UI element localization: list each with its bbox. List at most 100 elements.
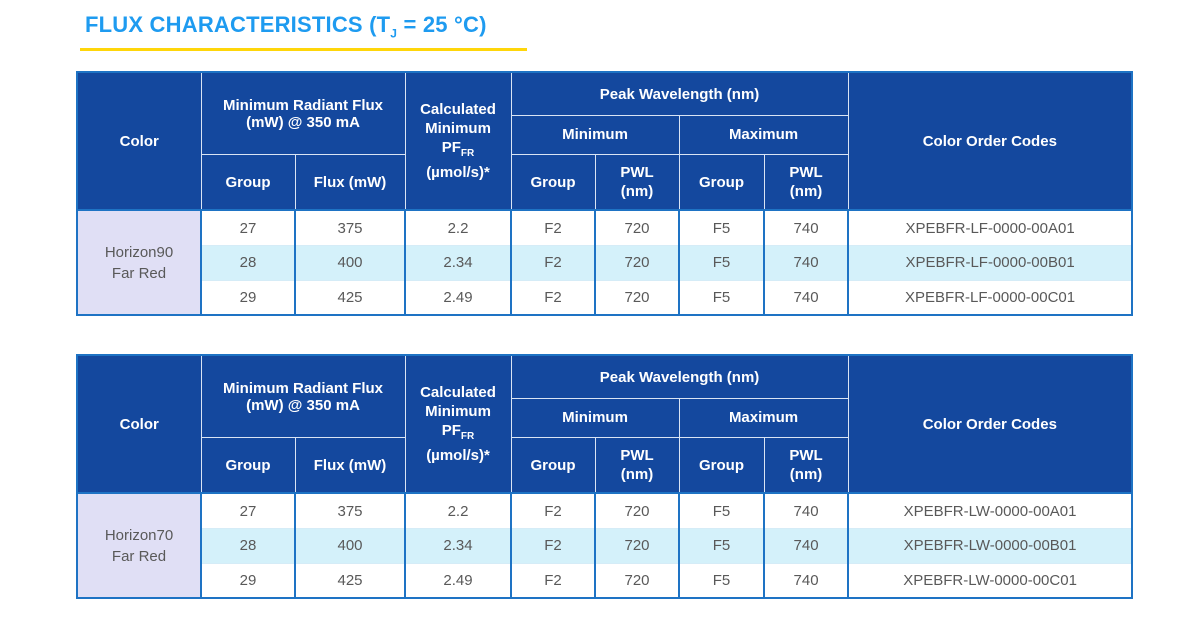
table-body: Horizon70 Far Red 27 375 2.2 F2 720 F5 7… (76, 492, 1134, 599)
calculated-pf-line3: PFFR (441, 139, 475, 160)
pwl-maximum-header: Maximum (678, 114, 849, 155)
pf-cell: 2.2 (404, 209, 513, 246)
flux-cell: 375 (293, 492, 407, 529)
pwl-min-group-cell: F2 (510, 209, 597, 246)
pf-subscript: FR (460, 148, 475, 160)
flux-cell: 400 (293, 244, 407, 281)
pwl-min-group-cell: F2 (510, 244, 597, 281)
pwl-minimum-header: Minimum (510, 397, 680, 438)
pwl-min-group-cell: F2 (510, 562, 597, 599)
order-code-cell: XPEBFR-LW-0000-00A01 (847, 492, 1134, 529)
color-column-header: Color (76, 354, 202, 494)
pwl-min-group-header: Group (510, 153, 596, 211)
order-code-cell: XPEBFR-LF-0000-00B01 (847, 244, 1134, 281)
group-header: Group (200, 436, 296, 494)
calculated-pf-line1: Calculated (420, 101, 496, 119)
page-title-text-end: = 25 °C) (397, 12, 487, 37)
flux-mw-header: Flux (mW) (294, 153, 406, 211)
order-code-cell: XPEBFR-LW-0000-00C01 (847, 562, 1134, 599)
pwl-max-cell: 740 (763, 527, 850, 564)
pwl-maximum-header: Maximum (678, 397, 849, 438)
group-cell: 27 (200, 492, 296, 529)
color-name-line2: Far Red (111, 547, 167, 565)
table-row: 28 400 2.34 F2 720 F5 740 XPEBFR-LW-0000… (77, 527, 1134, 564)
pwl-max-cell: 740 (763, 279, 850, 316)
table-row: 29 425 2.49 F2 720 F5 740 XPEBFR-LF-0000… (77, 279, 1134, 316)
order-code-cell: XPEBFR-LF-0000-00C01 (847, 279, 1134, 316)
pwl-max-group-cell: F5 (678, 527, 766, 564)
document-page: FLUX CHARACTERISTICS (TJ = 25 °C) Color … (76, 12, 1187, 600)
pwl-min-cell: 720 (594, 279, 681, 316)
table-row: 28 400 2.34 F2 720 F5 740 XPEBFR-LF-0000… (77, 244, 1134, 281)
pwl-min-group-cell: F2 (510, 492, 597, 529)
pf-subscript: FR (460, 431, 475, 443)
color-order-codes-header: Color Order Codes (847, 71, 1133, 211)
color-column-header: Color (76, 71, 202, 211)
order-code-cell: XPEBFR-LF-0000-00A01 (847, 209, 1134, 246)
group-header: Group (200, 153, 296, 211)
pf-cell: 2.49 (404, 279, 513, 316)
calculated-pf-units: (µmol/s)* (426, 164, 490, 182)
radiant-flux-header: Minimum Radiant Flux (mW) @ 350 mA (200, 71, 406, 155)
pwl-max-group-cell: F5 (678, 492, 766, 529)
flux-cell: 425 (293, 279, 407, 316)
pf-cell: 2.34 (404, 527, 513, 564)
pf-cell: 2.34 (404, 244, 513, 281)
order-code-cell: XPEBFR-LW-0000-00B01 (847, 527, 1134, 564)
calculated-pf-header: Calculated Minimum PFFR (µmol/s)* (404, 354, 512, 494)
pwl-min-cell: 720 (594, 244, 681, 281)
calculated-pf-line2: Minimum (425, 120, 491, 138)
group-cell: 28 (200, 527, 296, 564)
pwl-min-cell: 720 (594, 562, 681, 599)
pwl-max-cell: 740 (763, 562, 850, 599)
color-order-codes-header: Color Order Codes (847, 354, 1133, 494)
group-cell: 28 (200, 244, 296, 281)
group-cell: 29 (200, 279, 296, 316)
calculated-pf-line3: PFFR (441, 422, 475, 443)
group-cell: 27 (200, 209, 296, 246)
pwl-min-cell: 720 (594, 492, 681, 529)
pwl-max-cell: 740 (763, 209, 850, 246)
peak-wavelength-header: Peak Wavelength (nm) (510, 71, 849, 116)
calculated-pf-units: (µmol/s)* (426, 447, 490, 465)
page-title: FLUX CHARACTERISTICS (TJ = 25 °C) (85, 12, 1187, 40)
pwl-max-cell: 740 (763, 492, 850, 529)
pwl-max-group-header: Group (678, 153, 765, 211)
pwl-max-group-cell: F5 (678, 244, 766, 281)
color-name-cell: Horizon70 Far Red (76, 492, 202, 599)
calculated-pf-line2: Minimum (425, 403, 491, 421)
flux-mw-header: Flux (mW) (294, 436, 406, 494)
flux-cell: 400 (293, 527, 407, 564)
pwl-max-cell: 740 (763, 244, 850, 281)
pwl-min-group-cell: F2 (510, 279, 597, 316)
pwl-max-header: PWL (nm) (763, 153, 849, 211)
table-row: 29 425 2.49 F2 720 F5 740 XPEBFR-LW-0000… (77, 562, 1134, 599)
pwl-max-group-cell: F5 (678, 279, 766, 316)
pwl-max-header: PWL (nm) (763, 436, 849, 494)
title-underline (80, 48, 527, 52)
pwl-min-header: PWL (nm) (594, 436, 680, 494)
peak-wavelength-header: Peak Wavelength (nm) (510, 354, 849, 399)
pwl-min-cell: 720 (594, 209, 681, 246)
table-body: Horizon90 Far Red 27 375 2.2 F2 720 F5 7… (76, 209, 1134, 316)
pwl-max-group-header: Group (678, 436, 765, 494)
table-row: Horizon70 Far Red 27 375 2.2 F2 720 F5 7… (76, 492, 1134, 599)
table-header: Color Minimum Radiant Flux (mW) @ 350 mA… (76, 71, 1133, 211)
radiant-flux-header: Minimum Radiant Flux (mW) @ 350 mA (200, 354, 406, 438)
pwl-max-group-cell: F5 (678, 562, 766, 599)
pwl-minimum-header: Minimum (510, 114, 680, 155)
color-name-line2: Far Red (111, 264, 167, 282)
pwl-min-cell: 720 (594, 527, 681, 564)
calculated-pf-header: Calculated Minimum PFFR (µmol/s)* (404, 71, 512, 211)
calculated-pf-line1: Calculated (420, 384, 496, 402)
group-cell: 29 (200, 562, 296, 599)
table-row: Horizon90 Far Red 27 375 2.2 F2 720 F5 7… (76, 209, 1134, 316)
pwl-max-group-cell: F5 (678, 209, 766, 246)
pf-cell: 2.49 (404, 562, 513, 599)
pf-cell: 2.2 (404, 492, 513, 529)
page-title-text: FLUX CHARACTERISTICS (T (85, 12, 391, 37)
pwl-min-group-cell: F2 (510, 527, 597, 564)
flux-cell: 425 (293, 562, 407, 599)
flux-table-horizon70: Color Minimum Radiant Flux (mW) @ 350 mA… (76, 354, 1134, 600)
table-header: Color Minimum Radiant Flux (mW) @ 350 mA… (76, 354, 1133, 494)
